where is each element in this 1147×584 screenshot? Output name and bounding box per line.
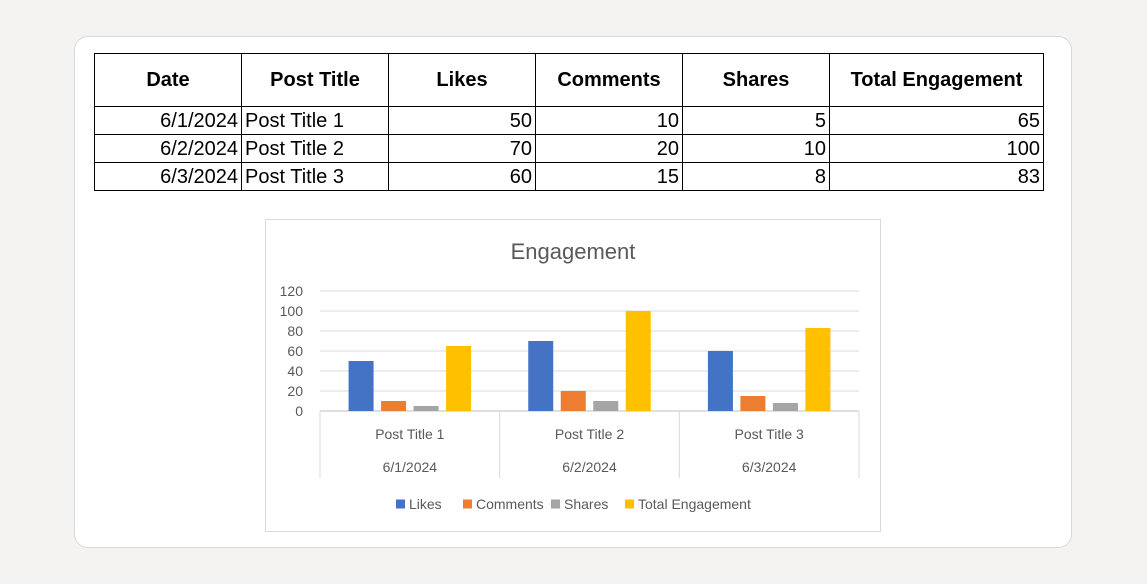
table-row: 6/1/2024 Post Title 1 50 10 5 65	[94, 106, 1044, 135]
y-tick-label: 80	[287, 323, 303, 339]
bar-total-engagement	[446, 346, 472, 411]
header-likes: Likes	[388, 53, 536, 107]
header-post-title: Post Title	[241, 53, 389, 107]
y-tick-label: 60	[287, 343, 303, 359]
legend-swatch	[625, 499, 634, 509]
legend-item-shares[interactable]: Shares	[551, 496, 608, 512]
bar-comments	[381, 401, 407, 411]
cell-date: 6/3/2024	[94, 162, 242, 191]
cell-date: 6/2/2024	[94, 134, 242, 163]
y-tick-label: 120	[280, 283, 304, 299]
cell-comments: 20	[535, 134, 683, 163]
x-tick-date-label: 6/3/2024	[742, 459, 797, 475]
cell-comments: 10	[535, 106, 683, 135]
y-tick-label: 0	[295, 403, 303, 419]
cell-likes: 50	[388, 106, 536, 135]
legend-label: Shares	[564, 496, 608, 512]
bar-shares	[413, 406, 439, 411]
legend-swatch	[551, 499, 560, 509]
engagement-chart: Engagement 0 20 40 60 80 100 120 Post Title 1 6…	[280, 239, 860, 512]
table-row: 6/2/2024 Post Title 2 70 20 10 100	[94, 134, 1044, 163]
cell-post-title: Post Title 1	[241, 106, 389, 135]
x-tick-date-label: 6/2/2024	[562, 459, 617, 475]
header-date: Date	[94, 53, 242, 107]
bar-likes	[528, 341, 554, 411]
chart-title: Engagement	[511, 239, 636, 264]
bar-total-engagement	[625, 311, 651, 411]
legend-swatch	[396, 499, 405, 509]
x-tick-label: Post Title 3	[735, 426, 804, 442]
cell-total-engagement: 65	[829, 106, 1044, 135]
bar-shares	[593, 401, 619, 411]
y-tick-label: 20	[287, 383, 303, 399]
chart-container[interactable]: Engagement 0 20 40 60 80 100 120 Post Title 1 6…	[265, 219, 881, 532]
legend-label: Total Engagement	[638, 496, 751, 512]
cell-shares: 10	[682, 134, 830, 163]
legend-item-likes[interactable]: Likes	[396, 496, 442, 512]
cell-shares: 8	[682, 162, 830, 191]
legend-swatch	[463, 499, 472, 509]
cell-likes: 60	[388, 162, 536, 191]
cell-likes: 70	[388, 134, 536, 163]
y-tick-label: 40	[287, 363, 303, 379]
bar-shares	[772, 403, 798, 411]
cell-shares: 5	[682, 106, 830, 135]
engagement-table: Date Post Title Likes Comments Shares To…	[94, 53, 1044, 191]
x-tick-label: Post Title 2	[555, 426, 624, 442]
legend-item-total-engagement[interactable]: Total Engagement	[625, 496, 751, 512]
x-tick-label: Post Title 1	[375, 426, 444, 442]
cell-post-title: Post Title 2	[241, 134, 389, 163]
cell-post-title: Post Title 3	[241, 162, 389, 191]
header-shares: Shares	[682, 53, 830, 107]
cell-total-engagement: 100	[829, 134, 1044, 163]
legend-label: Comments	[476, 496, 544, 512]
header-total-engagement: Total Engagement	[829, 53, 1044, 107]
legend-label: Likes	[409, 496, 442, 512]
bar-comments	[740, 396, 766, 411]
cell-comments: 15	[535, 162, 683, 191]
y-tick-label: 100	[280, 303, 304, 319]
bar-likes	[707, 351, 733, 411]
bar-comments	[560, 391, 586, 411]
table-row: 6/3/2024 Post Title 3 60 15 8 83	[94, 162, 1044, 191]
cell-total-engagement: 83	[829, 162, 1044, 191]
bar-total-engagement	[805, 328, 831, 411]
x-tick-date-label: 6/1/2024	[383, 459, 438, 475]
table-header-row: Date Post Title Likes Comments Shares To…	[94, 53, 1044, 107]
bar-likes	[348, 361, 374, 411]
header-comments: Comments	[535, 53, 683, 107]
cell-date: 6/1/2024	[94, 106, 242, 135]
legend-item-comments[interactable]: Comments	[463, 496, 544, 512]
